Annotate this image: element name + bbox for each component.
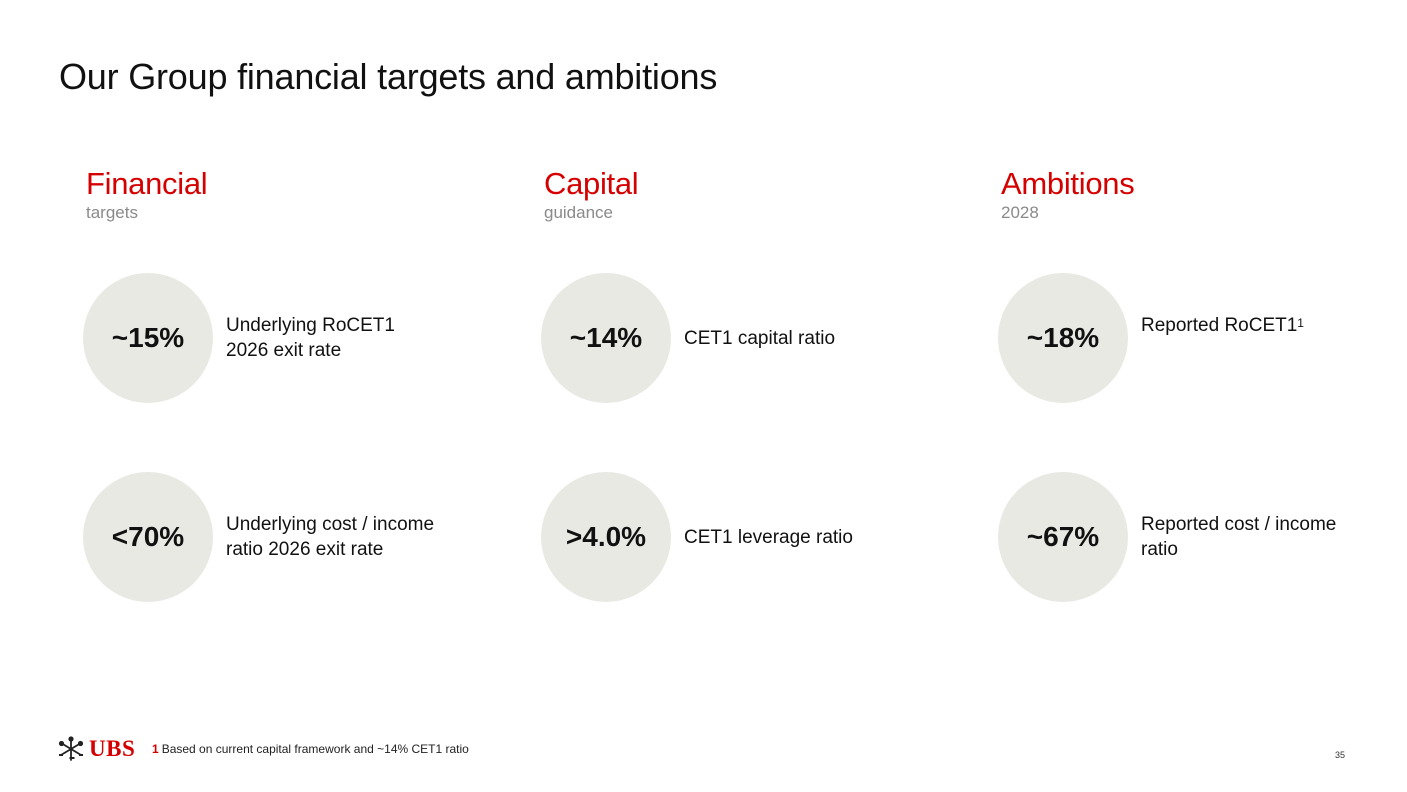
column-ambitions: Ambitions 2028 ~18% Reported RoCET11 ~67…	[998, 166, 1407, 602]
metric-card: ~18% Reported RoCET11	[998, 273, 1407, 403]
metric-value: ~67%	[998, 472, 1128, 602]
metric-value: ~15%	[83, 273, 213, 403]
column-heading: Capital	[544, 166, 639, 201]
metric-value: ~14%	[541, 273, 671, 403]
metric-label: CET1 leverage ratio	[684, 525, 954, 550]
footnote-number: 1	[152, 742, 159, 756]
metric-value: ~18%	[998, 273, 1128, 403]
metric-value: <70%	[83, 472, 213, 602]
metric-label: Reported cost / income ratio	[1141, 512, 1407, 562]
metric-card: <70% Underlying cost / income ratio 2026…	[83, 472, 503, 602]
column-subheading: 2028	[1001, 203, 1039, 222]
metric-card: ~15% Underlying RoCET1 2026 exit rate	[83, 273, 503, 403]
metric-label-line: CET1 leverage ratio	[684, 527, 853, 548]
metric-card: >4.0% CET1 leverage ratio	[541, 472, 961, 602]
metric-label-line: CET1 capital ratio	[684, 328, 836, 349]
footnote-marker: 1	[1297, 316, 1304, 330]
metric-label-line: 2026 exit rate	[226, 340, 342, 361]
metric-label-line: Reported RoCET11	[1141, 313, 1407, 338]
column-subheading: guidance	[544, 203, 614, 222]
column-subheading: targets	[86, 203, 138, 222]
metric-label: Underlying RoCET1 2026 exit rate	[226, 313, 496, 363]
metric-label: CET1 capital ratio	[684, 326, 954, 351]
footnote-text: Based on current capital framework and ~…	[161, 742, 469, 756]
metric-label-line: ratio	[1141, 539, 1178, 560]
logo-text: UBS	[89, 736, 136, 761]
metric-label-line: ratio 2026 exit rate	[226, 539, 384, 560]
metric-card: ~14% CET1 capital ratio	[541, 273, 961, 403]
metric-label-line: Reported cost / income	[1141, 514, 1337, 535]
ubs-logo: UBS	[58, 736, 135, 762]
keys-icon	[58, 736, 84, 761]
metric-card: ~67% Reported cost / income ratio	[998, 472, 1407, 602]
metric-label-text: Reported RoCET1	[1141, 315, 1298, 336]
column-heading: Ambitions	[1001, 166, 1135, 201]
page-title: Our Group financial targets and ambition…	[59, 56, 718, 97]
metric-label-line: Underlying cost / income	[226, 514, 435, 535]
metric-value: >4.0%	[541, 472, 671, 602]
metric-label: Reported RoCET11	[1141, 313, 1407, 338]
footnote: 1 Based on current capital framework and …	[152, 742, 469, 756]
column-heading: Financial	[86, 166, 208, 201]
column-financial-targets: Financial targets ~15% Underlying RoCET1…	[83, 166, 506, 602]
page-number: 35	[1335, 750, 1346, 760]
metric-label-line: Underlying RoCET1	[226, 315, 395, 336]
metric-label: Underlying cost / income ratio 2026 exit…	[226, 512, 496, 562]
column-capital-guidance: Capital guidance ~14% CET1 capital ratio…	[541, 166, 964, 602]
